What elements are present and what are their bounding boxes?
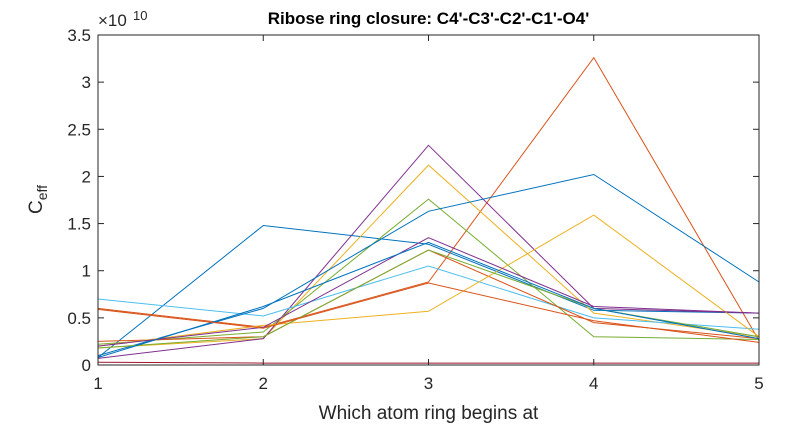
- y-tick-label: 1: [82, 262, 91, 281]
- y-axis-label: Ceff: [26, 185, 50, 214]
- x-tick-label: 3: [424, 374, 433, 393]
- y-tick-label: 3.5: [67, 26, 91, 45]
- series-line-1: [97, 224, 760, 358]
- x-tick-label: 2: [259, 374, 268, 393]
- y-exponent-base: ×10: [98, 11, 127, 30]
- series-line-12: [97, 249, 760, 349]
- series-line-5: [97, 198, 760, 345]
- y-tick-label: 1.5: [67, 215, 91, 234]
- series-line-6: [97, 265, 760, 330]
- y-tick-label: 3: [82, 73, 91, 92]
- y-tick-label: 2: [82, 167, 91, 186]
- y-axis-label-sub: eff: [34, 185, 50, 200]
- series-line-8: [97, 173, 760, 357]
- series-lines: [97, 56, 760, 364]
- x-tick-label: 4: [589, 374, 598, 393]
- chart-title: Ribose ring closure: C4'-C3'-C2'-C1'-O4': [268, 9, 590, 28]
- svg-text:Ceff: Ceff: [26, 185, 50, 214]
- y-exponent-power: 10: [133, 8, 147, 23]
- y-axis-label-main: C: [26, 200, 47, 214]
- series-line-3: [97, 164, 760, 349]
- y-tick-label: 2.5: [67, 120, 91, 139]
- axes-box: [97, 34, 760, 366]
- series-line-2: [97, 56, 760, 341]
- series-line-11: [97, 237, 760, 347]
- series-line-13: [97, 241, 760, 358]
- series-line-10: [97, 214, 760, 347]
- x-tick-label: 1: [93, 374, 102, 393]
- x-tick-label: 5: [754, 374, 763, 393]
- tick-labels: 1 2 3 4 5 0 0.5 1 1.5 2 2.5 3 3.5: [67, 26, 763, 393]
- x-axis-label: Which atom ring begins at: [319, 403, 539, 424]
- y-tick-label: 0.5: [67, 309, 91, 328]
- series-line-14: [97, 282, 760, 343]
- series-line-4: [97, 144, 760, 359]
- axes: [97, 34, 760, 366]
- ticks: [97, 34, 760, 366]
- y-tick-label: 0: [82, 356, 91, 375]
